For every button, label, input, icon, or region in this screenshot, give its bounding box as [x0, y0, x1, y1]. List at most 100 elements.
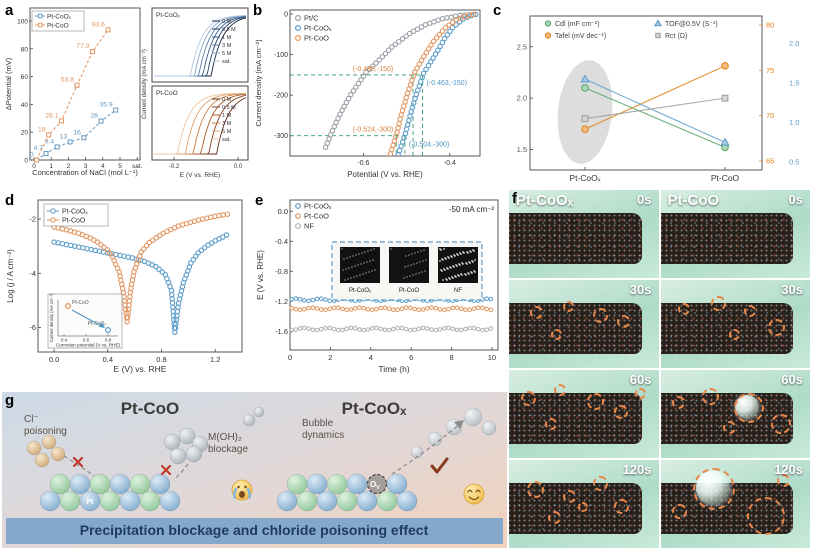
- bubble-marker-circle: [744, 304, 757, 317]
- a-inset-xlabel: E (V vs. RHE): [180, 172, 220, 179]
- a-ylabel: ΔPotential (mV): [4, 57, 13, 110]
- photo-cell-col2-30s: 30s: [660, 280, 810, 368]
- e-xtick: 4: [369, 353, 373, 362]
- d-inset-box: [47, 293, 123, 349]
- bubble-marker-circle: [711, 295, 727, 311]
- a-inset-legend: 1 M: [222, 35, 232, 41]
- bubble-marker-circle: [733, 392, 764, 423]
- atom-sphere: [306, 473, 328, 495]
- bubble-marker-circle: [723, 421, 737, 435]
- atom-sphere: [99, 490, 121, 512]
- a-xtick: 2: [67, 163, 71, 170]
- c-series-line: [584, 97, 726, 120]
- b-annotation: (-0.485,-150): [353, 66, 393, 73]
- e-ytick: -1.6: [275, 327, 288, 336]
- d-inset-xlabel: Corrosion potential (V vs. RHE): [56, 343, 121, 348]
- b-xtick: -0.4: [444, 160, 456, 167]
- panel-f-letter: f: [512, 190, 517, 207]
- bubble-marker-circle: [616, 315, 630, 329]
- g-arrowhead: [454, 420, 464, 429]
- e-legend-label: NF: [304, 222, 314, 231]
- b-series: [322, 11, 479, 156]
- a-point-label: 77.9: [76, 43, 89, 50]
- a-series-marker: [74, 82, 80, 88]
- panel-g-plot-svg: Pt-CoO Pt-CoOₓ Pt Cl⁻poisoning M(OH)₂blockag…: [2, 392, 507, 548]
- a-xtick: 5: [118, 163, 122, 170]
- a-inset-legend: 1 M: [222, 113, 232, 119]
- d-inset-ylabel: Current density (mA cm⁻²): [49, 293, 54, 342]
- a-inset-frame: [151, 85, 249, 161]
- d-ylabel: Log (j / A cm⁻²): [6, 249, 15, 303]
- bubble-marker-circle: [771, 414, 792, 434]
- a-series-marker: [54, 144, 60, 150]
- a-inset-legend: 5 M: [222, 51, 232, 57]
- c-left-tick: 1.5: [517, 145, 527, 154]
- atom-sphere: [336, 490, 358, 512]
- a-series-marker: [89, 49, 95, 55]
- photo-time-label: 30s: [629, 282, 652, 297]
- atom-sphere: [89, 473, 111, 495]
- bubble-marker-circle: [768, 318, 786, 336]
- e-xlabel: Time (h): [378, 364, 409, 374]
- b-xtick: -0.6: [357, 160, 369, 167]
- electrode-photo: [509, 212, 642, 264]
- atom-sphere: [163, 433, 181, 451]
- a-point-label: 28.1: [45, 112, 58, 119]
- a-series-marker: [67, 139, 73, 145]
- photo-cell-col1-60s: 60s: [509, 370, 659, 458]
- plot-frame: [289, 9, 481, 157]
- atom-sphere: [376, 490, 398, 512]
- e-inset-label: Pt-CoO: [399, 288, 419, 294]
- a-series-marker: [46, 132, 52, 138]
- panel-c-letter: c: [493, 2, 502, 19]
- a-series-marker: [43, 150, 49, 156]
- g-dashed-arrow: [391, 423, 461, 475]
- photo-cell-col2-120s: 120s: [660, 460, 810, 548]
- atom-sphere: [26, 440, 42, 456]
- atom-sphere: [169, 447, 187, 465]
- photo-cell-col2-0s: Pt-CoO 0s: [660, 190, 810, 278]
- g-bubble-label: dynamics: [302, 430, 344, 441]
- atom-sphere: [59, 490, 81, 512]
- bubble-marker-circle: [613, 498, 629, 514]
- d-xtick: 1.2: [210, 355, 220, 364]
- a-ytick: 60: [21, 74, 29, 81]
- bubble-marker-circle: [544, 417, 557, 430]
- atom-sphere: [49, 473, 71, 495]
- panel-f: f Pt-CoOₓ 0s Pt-CoO 0s 30s 30s 60s 60s 120s 120s: [509, 190, 810, 548]
- panel-e-letter: e: [255, 192, 264, 209]
- d-xtick: 0.0: [49, 355, 59, 364]
- e-legend-label: Pt-CoO: [304, 212, 329, 221]
- panel-c-plot-svg: 1.5 2.0 2.5 65 70 75 80 0.5 1.0 1.5 2.0 Pt-CoOₓ Pt-C…: [517, 15, 799, 183]
- a-xlabel: Concentration of NaCl (mol L⁻¹): [32, 168, 138, 177]
- panel-g-plot: Pt-CoO Pt-CoOₓ Pt Cl⁻ poisoning M(OH)₂ blockag…: [2, 392, 507, 548]
- panel-d-letter: d: [5, 192, 15, 209]
- b-annotation: (-0.524,-300): [353, 127, 393, 134]
- b-ytick: 0: [284, 12, 288, 19]
- g-blockage-label: blockage: [208, 444, 248, 455]
- g-banner: [6, 518, 503, 544]
- e-legend-label: Pt-CoOₓ: [304, 202, 332, 211]
- atom-sphere: [296, 490, 318, 512]
- atom-sphere: [286, 473, 308, 495]
- atom-sphere: [481, 420, 497, 436]
- a-inset-curve: [154, 15, 246, 77]
- atom-sphere: [39, 490, 61, 512]
- e-inset-sem-image: [438, 247, 478, 283]
- bubble-marker-circle: [553, 384, 566, 397]
- a-ytick: 80: [21, 46, 29, 53]
- panel-b-letter: b: [253, 2, 263, 19]
- c-orange-tick: 70: [766, 111, 774, 120]
- a-inset-legend: 0.5 M: [222, 105, 236, 111]
- c-legend-label: Cdl (mF cm⁻²): [555, 21, 600, 28]
- c-orange-tick: 80: [766, 21, 774, 30]
- atom-sphere: [253, 406, 265, 418]
- panel-a-letter: a: [5, 2, 14, 19]
- d-inset-point-ptcoox: [104, 327, 111, 334]
- atom-sphere: [410, 445, 424, 459]
- a-series-marker: [59, 118, 65, 124]
- atom-sphere: [129, 473, 151, 495]
- atom-sphere: [119, 490, 141, 512]
- a-ytick: 40: [21, 102, 29, 109]
